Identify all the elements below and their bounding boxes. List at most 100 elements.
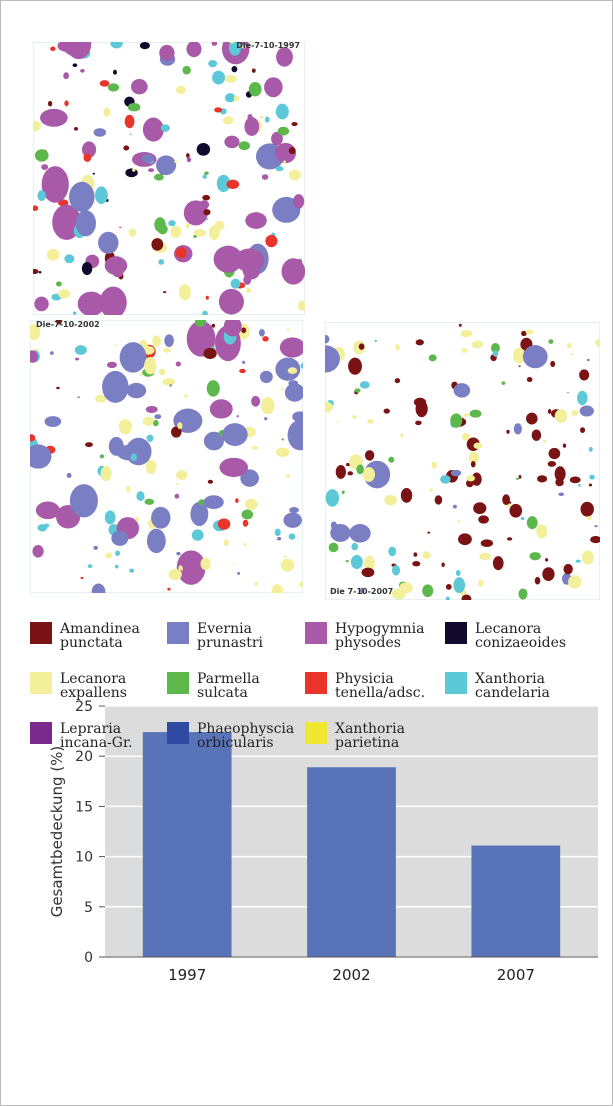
lichen-patch	[30, 350, 39, 363]
lichen-patch	[347, 471, 354, 476]
lichen-patch	[429, 488, 433, 492]
lichen-patch	[94, 394, 107, 403]
lichen-patch	[99, 454, 104, 459]
lichen-patch	[169, 384, 172, 387]
legend-item: Parmella sulcata	[167, 672, 287, 700]
legend-item: Phaeophyscia orbicularis	[167, 722, 294, 750]
legend-label: Lecanora conizaeoides	[475, 621, 567, 651]
lichen-patch	[325, 489, 340, 507]
lichen-patch	[63, 72, 69, 80]
lichen-patch	[264, 77, 283, 98]
lichen-patch	[124, 114, 135, 129]
bar	[471, 845, 561, 957]
lichen-patch	[139, 373, 143, 376]
lichen-patch	[325, 401, 333, 413]
lichen-patch	[399, 582, 413, 594]
lichen-patch	[463, 413, 470, 417]
lichen-patch	[518, 365, 521, 368]
lichen-patch	[105, 552, 113, 559]
legend-swatch	[167, 722, 189, 744]
lichen-patch	[550, 360, 556, 368]
lichen-patch	[428, 354, 437, 362]
lichen-patch	[275, 357, 301, 381]
legend-swatch	[30, 672, 52, 694]
lichen-patch	[163, 291, 167, 294]
lichen-patch	[200, 557, 211, 571]
lichen-patch	[38, 517, 41, 521]
lichen-patch	[185, 222, 190, 229]
lichen-patch	[566, 342, 572, 349]
lichen-patch	[581, 550, 594, 565]
lichen-patch	[136, 491, 145, 502]
lichen-patch	[534, 576, 541, 585]
lichen-patch	[512, 347, 526, 364]
lichen-patch	[473, 442, 483, 449]
lichen-patch	[478, 515, 489, 524]
lichen-patch	[224, 93, 236, 103]
map	[30, 320, 303, 593]
legend-label: Lecanora expallens	[60, 671, 127, 701]
lichen-patch	[422, 551, 431, 559]
lichen-patch	[211, 323, 216, 328]
lichen-patch	[422, 584, 434, 598]
lichen-patch	[66, 472, 72, 478]
lichen-patch	[364, 555, 375, 571]
lichen-patch	[217, 518, 231, 530]
lichen-patch	[174, 160, 178, 164]
lichen-patch	[178, 284, 191, 301]
lichen-patch	[536, 524, 548, 539]
lichen-patch	[64, 100, 69, 107]
lichen-patch	[513, 423, 522, 435]
lichen-patch	[37, 190, 46, 202]
lichen-patch	[276, 536, 282, 541]
lichen-patch	[203, 431, 224, 451]
lichen-patch	[30, 444, 52, 469]
lichen-patch	[235, 498, 239, 503]
lichen-patch	[577, 390, 588, 406]
lichen-patch	[114, 564, 119, 569]
lichen-patch	[594, 525, 598, 528]
lichen-patch	[286, 328, 290, 332]
lichen-patch	[518, 588, 528, 600]
lichen-patch	[469, 409, 482, 418]
y-tick-label: 0	[84, 950, 93, 966]
lichen-patch	[554, 409, 568, 423]
legend-swatch	[305, 672, 327, 694]
lichen-patch	[271, 584, 284, 593]
lichen-patch	[176, 482, 179, 485]
lichen-patch	[38, 271, 42, 274]
lichen-patch	[99, 286, 127, 315]
lichen-patch	[288, 533, 296, 540]
lichen-patch	[194, 507, 201, 512]
lichen-patch	[590, 535, 600, 544]
lichen-patch	[325, 334, 330, 344]
legend-item: Evernia prunastri	[167, 622, 287, 650]
lichen-patch	[81, 261, 93, 276]
lichen-patch	[193, 235, 197, 238]
lichen-patch	[80, 576, 84, 580]
lichen-patch	[77, 396, 80, 399]
lichen-patch	[529, 552, 541, 561]
lichen-patch	[160, 124, 170, 132]
lichen-patch	[114, 344, 117, 347]
lichen-patch	[241, 509, 254, 520]
lichen-patch	[569, 476, 581, 484]
lichen-patch	[509, 503, 523, 518]
lichen-patch	[466, 479, 474, 488]
lichen-patch	[468, 451, 479, 464]
x-tick-label: 2002	[332, 966, 370, 984]
lichen-patch	[284, 555, 287, 559]
lichen-patch	[283, 512, 302, 528]
lichen-patch	[579, 405, 594, 417]
legend-item: Hypogymnia physodes	[305, 622, 425, 650]
lichen-patch	[251, 445, 259, 450]
lichen-patch	[205, 218, 209, 221]
lichen-patch	[125, 485, 131, 493]
lichen-patch	[170, 225, 182, 238]
lichen-patch	[440, 474, 451, 484]
lichen-patch	[69, 484, 98, 518]
lichen-patch	[288, 169, 301, 181]
lichen-patch	[242, 360, 246, 364]
lichen-patch	[520, 516, 525, 521]
lichen-patch	[226, 179, 240, 189]
